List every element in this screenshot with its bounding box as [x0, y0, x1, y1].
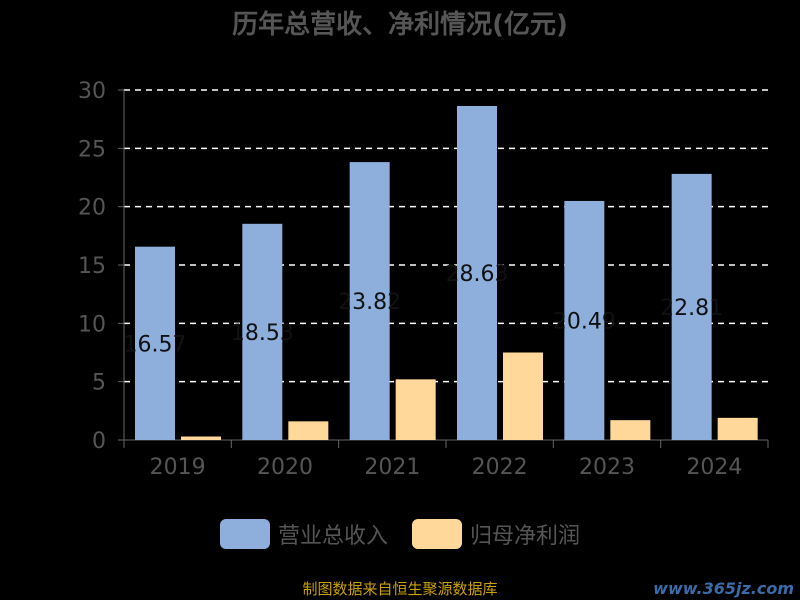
data-label: 28.63 [446, 262, 509, 287]
x-tick-label: 2021 [364, 455, 420, 480]
y-tick-label: 0 [92, 429, 106, 454]
y-tick-label: 15 [78, 254, 106, 279]
bar-net-profit [395, 379, 436, 440]
y-tick-label: 30 [78, 79, 106, 104]
bar-revenue [457, 105, 497, 440]
legend-swatch-net-profit [412, 519, 462, 549]
data-label: 16.57 [124, 332, 187, 357]
bar-net-profit [288, 421, 329, 440]
legend-label-net-profit: 归母净利润 [470, 524, 581, 549]
bar-revenue [564, 200, 605, 440]
data-label: 20.49 [553, 309, 616, 334]
data-label: 22.81 [660, 296, 723, 321]
chart-legend: 营业总收入 归母净利润 [0, 518, 800, 550]
x-tick-label: 2024 [686, 455, 742, 480]
chart-title: 历年总营收、净利情况(亿元) [232, 10, 568, 40]
legend-item-net-profit[interactable]: 归母净利润 [412, 518, 580, 550]
data-label: 23.82 [338, 290, 401, 315]
bar-net-profit [610, 420, 651, 440]
watermark: www.365jz.com [653, 579, 794, 598]
bar-net-profit [717, 417, 758, 440]
bar-revenue [349, 162, 390, 440]
legend-item-revenue[interactable]: 营业总收入 [219, 518, 388, 550]
data-label: 18.53 [231, 321, 294, 346]
legend-label-revenue: 营业总收入 [277, 524, 388, 549]
y-tick-label: 25 [78, 137, 106, 162]
bar-revenue [135, 246, 175, 440]
y-tick-label: 10 [78, 312, 106, 337]
y-tick-label: 20 [78, 196, 106, 221]
legend-swatch-revenue [219, 519, 270, 549]
x-tick-label: 2023 [579, 455, 635, 480]
y-tick-label: 5 [92, 371, 106, 396]
x-tick-label: 2022 [472, 455, 528, 480]
bar-revenue [671, 173, 712, 440]
bar-revenue [242, 223, 283, 440]
bar-net-profit [503, 352, 543, 440]
bar-net-profit [181, 436, 221, 440]
source-note: 制图数据来自恒生聚源数据库 [302, 580, 498, 598]
x-tick-label: 2020 [257, 455, 313, 480]
x-tick-label: 2019 [150, 455, 206, 480]
